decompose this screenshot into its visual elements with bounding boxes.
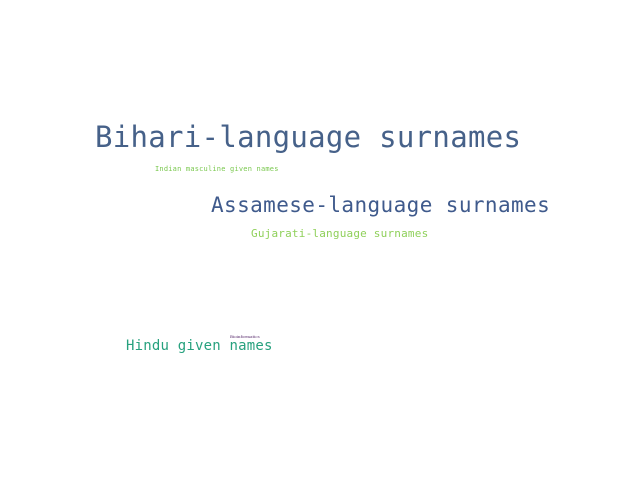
word-gujarati-language-surnames: Gujarati-language surnames: [251, 227, 429, 240]
word-indian-masculine-given-names: Indian masculine given names: [155, 165, 279, 173]
word-bioinformatics: Bioinformatics: [230, 334, 260, 339]
word-assamese-language-surnames: Assamese-language surnames: [211, 193, 551, 217]
word-bihari-language-surnames: Bihari-language surnames: [95, 120, 522, 154]
word-hindu-given-names: Hindu given names: [126, 338, 273, 354]
